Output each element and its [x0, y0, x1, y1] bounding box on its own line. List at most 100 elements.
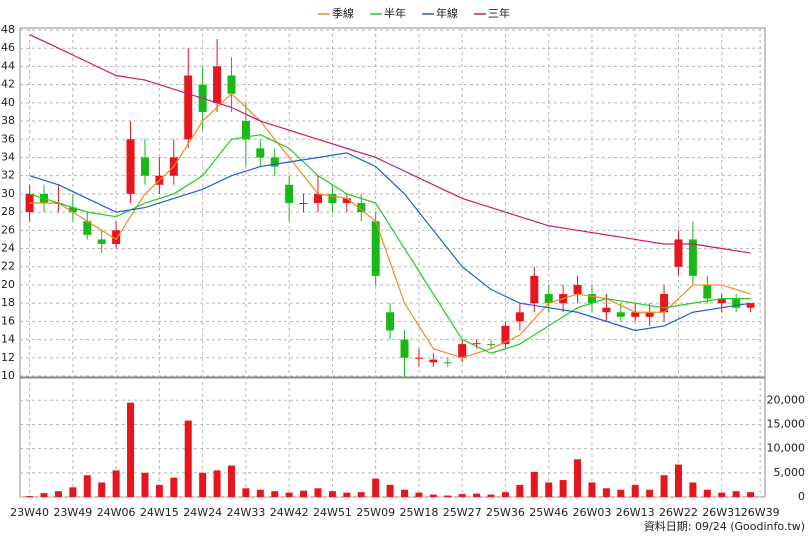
- x-tick-label: 26W31: [702, 506, 741, 519]
- x-tick-label: 26W13: [616, 506, 655, 519]
- volume-bar: [98, 482, 106, 497]
- candle-body: [184, 75, 193, 140]
- candle-body: [357, 203, 366, 213]
- x-tick-label: 23W49: [53, 506, 92, 519]
- volume-bar: [631, 484, 639, 497]
- volume-bar: [559, 480, 567, 497]
- candle-body: [140, 157, 149, 176]
- moving-average-line: [29, 134, 751, 354]
- volume-bar: [674, 464, 682, 497]
- volume-bar: [328, 491, 336, 497]
- volume-bar: [516, 484, 524, 497]
- volume-bar: [646, 489, 654, 497]
- price-panel: [19, 27, 766, 378]
- volume-bar: [732, 491, 740, 497]
- candle-body: [112, 230, 121, 244]
- volume-bar: [40, 493, 48, 497]
- candle-body: [746, 303, 755, 308]
- candle-body: [68, 207, 77, 213]
- x-tick-label: 25W09: [356, 506, 395, 519]
- candle-body: [314, 193, 322, 203]
- candle-body: [573, 284, 582, 295]
- candle-body: [660, 294, 669, 313]
- volume-bar: [444, 495, 452, 497]
- moving-average-line: [29, 152, 751, 332]
- y-tick-label: 48: [1, 23, 15, 36]
- volume-bar: [372, 478, 380, 497]
- candle-body: [270, 157, 279, 167]
- candle-body: [703, 284, 712, 299]
- candle-body: [472, 343, 481, 345]
- candle-body: [414, 357, 423, 359]
- y-tick-label: 34: [1, 150, 15, 163]
- volume-bar: [199, 472, 207, 497]
- y-tick-label: 42: [1, 78, 15, 91]
- y-tick-label: 20,000: [767, 393, 806, 406]
- volume-bar: [703, 489, 711, 497]
- candle-body: [602, 307, 611, 313]
- y-tick-label: 18: [1, 296, 15, 309]
- x-tick-label: 24W51: [313, 506, 352, 519]
- candle-body: [400, 339, 409, 358]
- candle-body: [616, 312, 625, 317]
- volume-bar: [127, 402, 135, 497]
- volume-bar: [242, 488, 250, 497]
- x-tick-label: 25W18: [399, 506, 438, 519]
- candle-body: [544, 294, 553, 304]
- volume-bar: [660, 475, 668, 497]
- moving-average-line: [29, 34, 751, 254]
- candle-body: [487, 344, 496, 346]
- volume-bar: [602, 488, 610, 497]
- candle-body: [213, 66, 222, 103]
- volume-bar: [184, 420, 192, 497]
- candle-body: [97, 239, 106, 244]
- candle-body: [227, 75, 236, 94]
- x-tick-label: 25W36: [486, 506, 525, 519]
- candle-body: [732, 298, 741, 308]
- y-tick-label: 12: [1, 351, 15, 364]
- legend-label: 年線: [436, 6, 458, 20]
- candle-body: [443, 362, 452, 364]
- y-tick-label: 38: [1, 114, 15, 127]
- y-tick-label: 20: [1, 278, 15, 291]
- y-tick-label: 5,000: [774, 466, 806, 479]
- y-tick-label: 40: [1, 96, 15, 109]
- volume-bar: [69, 487, 77, 497]
- volume-bar: [458, 494, 466, 497]
- x-tick-label: 23W40: [10, 506, 49, 519]
- volume-bar: [271, 491, 279, 497]
- volume-bar: [300, 490, 308, 497]
- y-tick-label: 32: [1, 169, 15, 182]
- candle-body: [299, 203, 308, 204]
- candle-body: [429, 359, 438, 363]
- candle-body: [386, 312, 395, 331]
- x-tick-label: 24W33: [226, 506, 265, 519]
- x-tick-label: 26W03: [573, 506, 612, 519]
- candle-body: [645, 312, 654, 317]
- candle-body: [501, 325, 510, 345]
- candle-body: [631, 312, 640, 317]
- x-tick-label: 26W39: [741, 506, 780, 519]
- candle-body: [328, 193, 337, 203]
- candle-body: [285, 184, 294, 203]
- y-tick-label: 0: [798, 490, 805, 503]
- candle-body: [371, 221, 380, 276]
- volume-bar: [501, 492, 509, 497]
- legend-label: 季線: [332, 6, 354, 20]
- y-tick-label: 36: [1, 132, 15, 145]
- x-tick-label: 25W46: [529, 506, 568, 519]
- candle-body: [241, 121, 250, 140]
- volume-bar: [545, 482, 553, 497]
- y-tick-label: 14: [1, 333, 15, 346]
- candle-body: [126, 139, 135, 194]
- x-tick-label: 24W15: [140, 506, 179, 519]
- volume-bar: [415, 492, 423, 497]
- volume-bar: [574, 459, 582, 497]
- y-tick-label: 10: [1, 369, 15, 382]
- x-tick-label: 24W42: [270, 506, 309, 519]
- volume-bar: [401, 489, 409, 497]
- legend-label: 三年: [488, 6, 510, 20]
- footer: 資料日期: 09/24 (Goodinfo.tw): [644, 519, 805, 533]
